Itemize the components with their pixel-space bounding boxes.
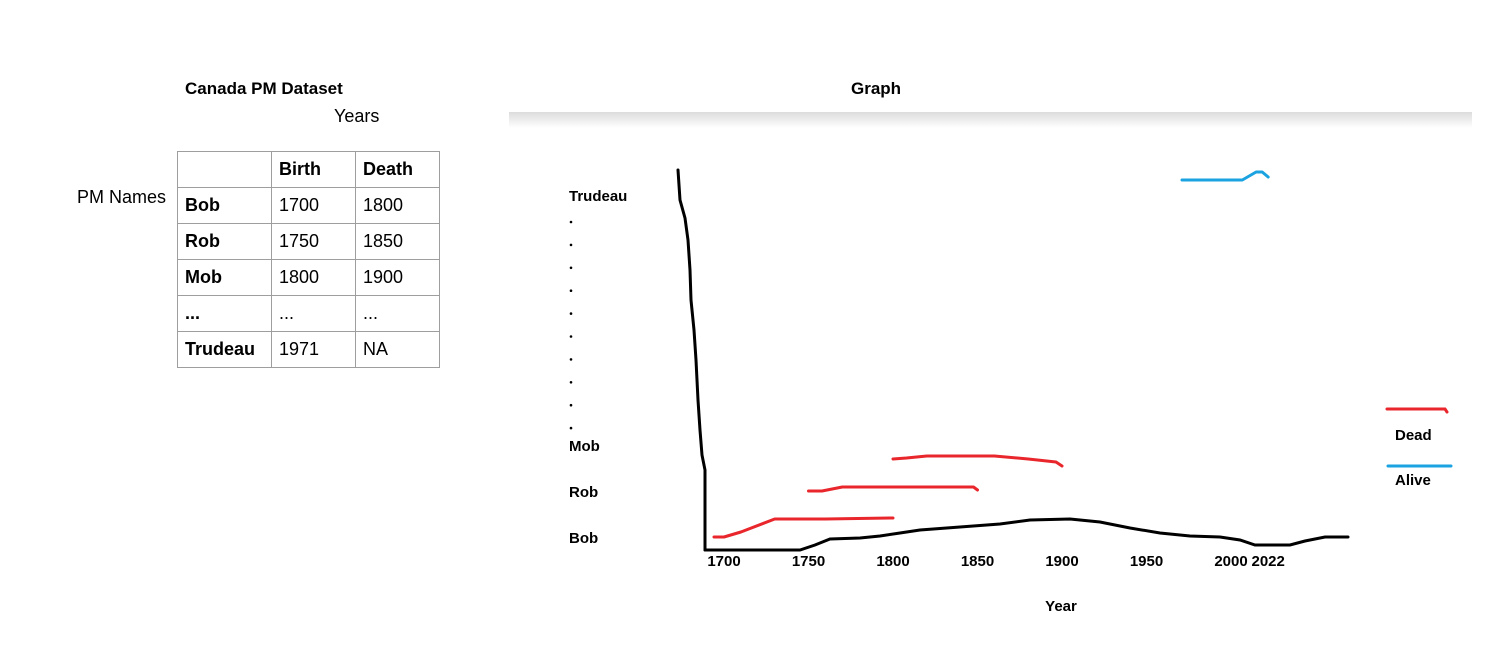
pm-dataset-table: Birth Death Bob 1700 1800 Rob 1750 1850 … [177, 151, 440, 368]
legend-alive-label: Alive [1395, 472, 1431, 489]
ellipsis-dot [569, 243, 573, 247]
table-cell: ... [177, 295, 272, 332]
lifespan-segment-rob [807, 485, 979, 493]
ellipsis-dot [569, 335, 573, 338]
table-cell: 1971 [271, 331, 356, 368]
y-axis-label-bob: Bob [569, 530, 598, 547]
table-cell: Trudeau [177, 331, 272, 368]
pm-names-label: PM Names [77, 187, 167, 207]
y-axis-label-mob: Mob [569, 438, 600, 455]
table-cell: Rob [177, 223, 272, 260]
table-row: Rob 1750 1850 [177, 223, 440, 260]
table-cell: ... [271, 295, 356, 332]
lifespan-segment-trudeau [1180, 170, 1270, 182]
table-header-cell: Death [355, 151, 440, 188]
x-tick-label: 1850 [961, 553, 994, 570]
ellipsis-dot [569, 289, 573, 293]
x-tick-label: 1950 [1130, 553, 1163, 570]
ellipsis-dot [569, 312, 573, 315]
lifespan-segment-bob [712, 516, 895, 539]
ellipsis-dot [569, 426, 573, 430]
graph-title: Graph [851, 79, 902, 98]
x-tick-label: 1900 [1045, 553, 1078, 570]
y-axis-labels: Trudeau Mob Rob Bob [569, 188, 627, 547]
lifespan-segment-mob [891, 454, 1064, 468]
x-axis-title: Year [1045, 598, 1077, 615]
table-cell: 1700 [271, 187, 356, 224]
years-label: Years [334, 106, 380, 126]
ellipsis-dot [569, 266, 573, 270]
table-cell: 1850 [355, 223, 440, 260]
x-tick-label: 1750 [792, 553, 825, 570]
table-cell: NA [355, 331, 440, 368]
legend-dead-label: Dead [1395, 427, 1432, 444]
table-row: Trudeau 1971 NA [177, 331, 440, 368]
table-cell: 1750 [271, 223, 356, 260]
y-axis-line [676, 168, 707, 552]
dataset-title: Canada PM Dataset [185, 79, 343, 98]
x-tick-label: 2022 [1251, 553, 1284, 570]
legend-dead-swatch [1385, 407, 1449, 414]
ellipsis-dot [569, 381, 573, 384]
x-tick-label: 2000 [1214, 553, 1247, 570]
table-row: Bob 1700 1800 [177, 187, 440, 224]
ellipsis-dot [569, 403, 573, 407]
table-cell: 1800 [355, 187, 440, 224]
table-row: ... ... ... [177, 295, 440, 332]
lifespan-segments [712, 170, 1270, 539]
y-axis-label-trudeau: Trudeau [569, 188, 627, 205]
graph-divider [509, 112, 1472, 128]
x-axis-line [703, 517, 1350, 552]
ellipsis-dot [569, 220, 573, 224]
x-axis-tick-labels: 1700 1750 1800 1850 1900 1950 2000 2022 [707, 553, 1285, 570]
x-tick-label: 1800 [876, 553, 909, 570]
y-axis-label-rob: Rob [569, 484, 598, 501]
x-tick-label: 1700 [707, 553, 740, 570]
ellipsis-dot [569, 358, 573, 361]
y-axis-ellipsis-dots [569, 220, 573, 430]
legend: Dead Alive [1385, 407, 1453, 489]
table-cell: Mob [177, 259, 272, 296]
